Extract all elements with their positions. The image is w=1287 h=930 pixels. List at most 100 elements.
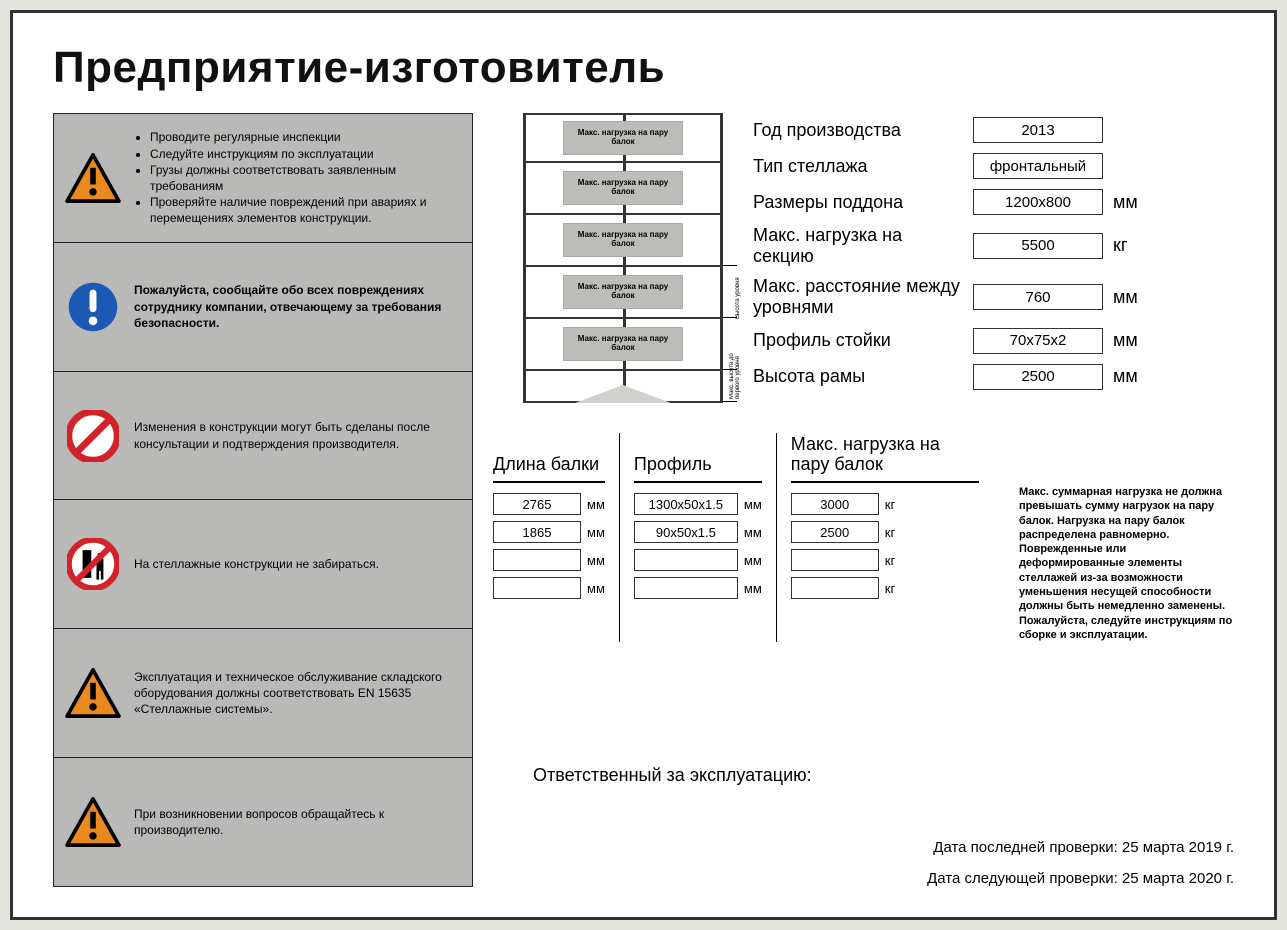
beam-header: Профиль xyxy=(634,433,762,481)
spec-label: Макс. расстояние между уровнями xyxy=(753,276,963,317)
beam-cell: мм xyxy=(493,549,605,571)
spec-list: Год производства 2013 Тип стеллажа фронталь… xyxy=(753,113,1234,403)
warning-row: На стеллажные конструкции не забираться. xyxy=(54,500,472,629)
beam-value xyxy=(634,577,738,599)
beam-value: 90x50x1.5 xyxy=(634,521,738,543)
rack-load-label: Макс. нагрузка на пару балок xyxy=(563,275,683,309)
beam-cell: 2500 кг xyxy=(791,521,979,543)
spec-row: Размеры поддона 1200x800 мм xyxy=(753,189,1234,215)
prohibition-icon xyxy=(64,535,122,593)
beam-column: Длина балки 2765 мм 1865 мм мм мм xyxy=(493,433,619,642)
beam-unit: кг xyxy=(885,525,895,540)
warning-triangle-icon xyxy=(64,149,122,207)
note-text: Макс. суммарная нагрузка не должна превы… xyxy=(1019,433,1234,642)
spec-value: 760 xyxy=(973,284,1103,310)
beam-value xyxy=(634,549,738,571)
beam-value xyxy=(791,549,879,571)
beam-value: 1865 xyxy=(493,521,581,543)
beam-unit: мм xyxy=(744,553,762,568)
spec-value: 1200x800 xyxy=(973,189,1103,215)
beam-column: Макс. нагрузка на пару балок 3000 кг 2500 кг… xyxy=(776,433,993,642)
beam-value: 1300x50x1.5 xyxy=(634,493,738,515)
beam-unit: мм xyxy=(744,525,762,540)
info-circle-icon xyxy=(64,278,122,336)
beam-header: Длина балки xyxy=(493,433,605,481)
beam-value xyxy=(493,549,581,571)
beam-cell: 1865 мм xyxy=(493,521,605,543)
spec-unit: мм xyxy=(1113,330,1143,351)
beam-unit: мм xyxy=(587,581,605,596)
spec-row: Год производства 2013 xyxy=(753,117,1234,143)
spec-label: Размеры поддона xyxy=(753,192,963,213)
warning-row: Изменения в конструкции могут быть сдела… xyxy=(54,372,472,501)
spec-unit: мм xyxy=(1113,192,1143,213)
beam-cell: мм xyxy=(634,549,762,571)
spec-row: Тип стеллажа фронтальный xyxy=(753,153,1234,179)
beam-unit: мм xyxy=(744,497,762,512)
warning-text: Пожалуйста, сообщайте обо всех поврежден… xyxy=(134,282,462,331)
spec-row: Макс. нагрузка на секцию 5500 кг xyxy=(753,225,1234,266)
beam-value: 2765 xyxy=(493,493,581,515)
beam-cell: кг xyxy=(791,577,979,599)
warning-triangle-icon xyxy=(64,664,122,722)
rack-load-label: Макс. нагрузка на пару балок xyxy=(563,121,683,155)
beam-unit: кг xyxy=(885,553,895,568)
beam-unit: мм xyxy=(587,553,605,568)
beam-value: 3000 xyxy=(791,493,879,515)
spec-sheet: Предприятие-изготовитель Проводите регул… xyxy=(10,10,1277,920)
spec-label: Профиль стойки xyxy=(753,330,963,351)
beam-cell: 90x50x1.5 мм xyxy=(634,521,762,543)
spec-label: Год производства xyxy=(753,120,963,141)
spec-row: Профиль стойки 70x75x2 мм xyxy=(753,328,1234,354)
beam-unit: кг xyxy=(885,581,895,596)
beam-column: Профиль 1300x50x1.5 мм 90x50x1.5 мм мм мм xyxy=(619,433,776,642)
spec-value: 2500 xyxy=(973,364,1103,390)
warning-row: При возникновении вопросов обращайтесь к… xyxy=(54,758,472,886)
spec-value: 5500 xyxy=(973,233,1103,259)
spec-value: фронтальный xyxy=(973,153,1103,179)
beam-table: Длина балки 2765 мм 1865 мм мм мм Профиль 1300x5… xyxy=(493,433,993,642)
beam-value xyxy=(791,577,879,599)
warning-row: Проводите регулярные инспекцииСледуйте и… xyxy=(54,114,472,243)
beam-cell: мм xyxy=(493,577,605,599)
beam-value: 2500 xyxy=(791,521,879,543)
spec-value: 2013 xyxy=(973,117,1103,143)
warning-row: Пожалуйста, сообщайте обо всех поврежден… xyxy=(54,243,472,372)
warning-triangle-icon xyxy=(64,793,122,851)
beam-cell: мм xyxy=(634,577,762,599)
rack-load-label: Макс. нагрузка на пару балок xyxy=(563,327,683,361)
spec-label: Высота рамы xyxy=(753,366,963,387)
beam-unit: мм xyxy=(587,497,605,512)
spec-label: Макс. нагрузка на секцию xyxy=(753,225,963,266)
beam-cell: 2765 мм xyxy=(493,493,605,515)
spec-label: Тип стеллажа xyxy=(753,156,963,177)
beam-unit: кг xyxy=(885,497,895,512)
spec-unit: мм xyxy=(1113,287,1143,308)
spec-unit: кг xyxy=(1113,235,1143,256)
beam-header: Макс. нагрузка на пару балок xyxy=(791,433,979,481)
rack-load-label: Макс. нагрузка на пару балок xyxy=(563,171,683,205)
inspection-dates: Дата последней проверки: 25 марта 2019 г… xyxy=(927,825,1234,887)
page-title: Предприятие-изготовитель xyxy=(53,43,1234,93)
beam-cell: 1300x50x1.5 мм xyxy=(634,493,762,515)
beam-unit: мм xyxy=(587,525,605,540)
warning-text: Изменения в конструкции могут быть сдела… xyxy=(134,419,462,451)
rack-diagram: Макс. нагрузка на пару балок Макс. нагруз… xyxy=(523,113,723,403)
spec-unit: мм xyxy=(1113,366,1143,387)
warning-text: Эксплуатация и техническое обслуживание … xyxy=(134,669,462,718)
spec-row: Высота рамы 2500 мм xyxy=(753,364,1234,390)
warning-row: Эксплуатация и техническое обслуживание … xyxy=(54,629,472,758)
warning-text: На стеллажные конструкции не забираться. xyxy=(134,556,379,572)
beam-cell: 3000 кг xyxy=(791,493,979,515)
beam-cell: кг xyxy=(791,549,979,571)
warning-text: При возникновении вопросов обращайтесь к… xyxy=(134,806,462,838)
rack-load-label: Макс. нагрузка на пару балок xyxy=(563,223,683,257)
spec-value: 70x75x2 xyxy=(973,328,1103,354)
spec-row: Макс. расстояние между уровнями 760 мм xyxy=(753,276,1234,317)
beam-unit: мм xyxy=(744,581,762,596)
responsible-label: Ответственный за эксплуатацию: xyxy=(533,765,812,787)
beam-value xyxy=(493,577,581,599)
warnings-panel: Проводите регулярные инспекцииСледуйте и… xyxy=(53,113,473,887)
prohibition-icon xyxy=(64,407,122,465)
warning-text: Проводите регулярные инспекцииСледуйте и… xyxy=(134,129,462,226)
